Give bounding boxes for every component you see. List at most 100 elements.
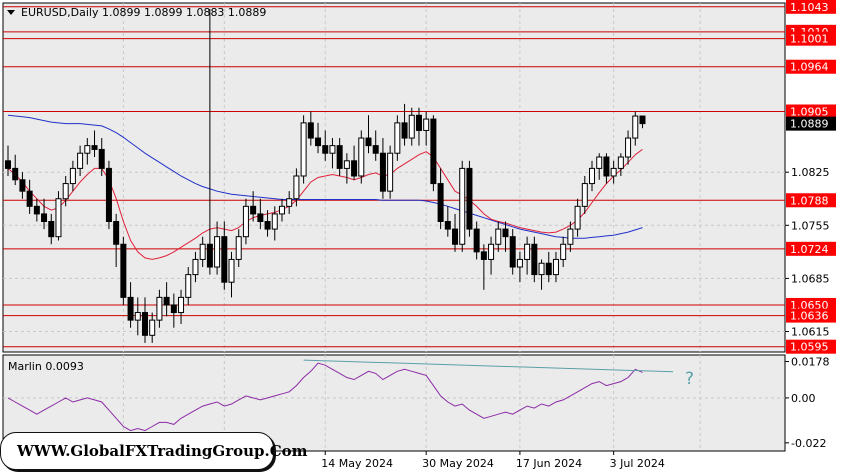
level-badge[interactable] (786, 31, 836, 46)
candle[interactable] (444, 206, 451, 237)
level-badge[interactable] (786, 59, 836, 74)
price-axis[interactable]: 1.0615 1.0685 1.0755 1.0825 0.0178 0.00 -0.022 (785, 166, 830, 450)
candle[interactable] (596, 153, 603, 180)
candle[interactable] (134, 297, 141, 336)
candle[interactable] (257, 198, 264, 230)
candle[interactable] (19, 172, 26, 199)
candle[interactable] (545, 251, 552, 283)
candle[interactable] (394, 115, 401, 161)
candle[interactable] (372, 130, 379, 161)
candle[interactable] (466, 160, 473, 237)
candle[interactable] (351, 145, 358, 180)
candle[interactable] (48, 213, 55, 245)
candle[interactable] (488, 236, 495, 275)
candle[interactable] (156, 289, 163, 328)
candle[interactable] (26, 179, 33, 214)
candle[interactable] (617, 153, 624, 176)
level-badge[interactable] (786, 297, 836, 312)
candle[interactable] (127, 282, 134, 328)
candle[interactable] (5, 145, 11, 176)
candle[interactable] (307, 111, 314, 146)
candle[interactable] (192, 251, 199, 283)
candle[interactable] (336, 138, 343, 176)
candle[interactable] (199, 236, 206, 268)
candle[interactable] (632, 111, 639, 146)
horizontal-levels[interactable]: 1.10431.10101.10011.09641.09051.07881.07… (3, 0, 836, 354)
candle[interactable] (343, 153, 350, 184)
candle[interactable] (423, 111, 430, 146)
candle[interactable] (610, 160, 617, 184)
candle[interactable] (206, 9, 213, 275)
level-badge[interactable] (786, 0, 836, 14)
candle[interactable] (473, 221, 480, 260)
candle[interactable] (264, 210, 271, 237)
candle[interactable] (552, 251, 559, 283)
candle[interactable] (149, 312, 156, 343)
candle[interactable] (228, 251, 235, 298)
candle[interactable] (221, 221, 228, 290)
candle[interactable] (452, 213, 459, 252)
candle[interactable] (524, 236, 531, 275)
level-badge[interactable] (786, 339, 836, 354)
candle[interactable] (639, 115, 646, 129)
candle[interactable] (358, 130, 365, 184)
level-badge[interactable] (786, 241, 836, 256)
candle[interactable] (315, 122, 322, 154)
candle[interactable] (113, 213, 120, 268)
current-price-badge[interactable] (786, 116, 836, 131)
candle[interactable] (12, 154, 19, 186)
candle[interactable] (250, 191, 257, 222)
candle[interactable] (401, 103, 408, 146)
candle[interactable] (41, 198, 48, 230)
candle[interactable] (329, 138, 336, 169)
dropdown-triangle-icon[interactable] (7, 10, 15, 15)
candle[interactable] (214, 221, 221, 275)
candle[interactable] (480, 244, 487, 290)
candle[interactable] (98, 138, 105, 176)
candle[interactable] (33, 198, 40, 222)
candle[interactable] (625, 130, 632, 165)
candle[interactable] (163, 282, 170, 317)
candlesticks[interactable] (5, 9, 646, 343)
candle[interactable] (105, 160, 112, 230)
candle[interactable] (322, 130, 329, 161)
candle[interactable] (77, 145, 84, 176)
candle[interactable] (242, 198, 249, 245)
candle[interactable] (495, 221, 502, 252)
candle[interactable] (286, 191, 293, 214)
candle[interactable] (516, 251, 523, 283)
candle[interactable] (415, 107, 422, 146)
candle[interactable] (55, 191, 62, 241)
candle[interactable] (502, 221, 509, 252)
candle[interactable] (300, 115, 307, 184)
candle[interactable] (603, 153, 610, 184)
candle[interactable] (141, 297, 148, 343)
candle[interactable] (170, 293, 177, 328)
main-panel[interactable] (2, 2, 786, 353)
candle[interactable] (437, 168, 444, 230)
candle[interactable] (69, 160, 76, 192)
candle[interactable] (574, 198, 581, 237)
candle[interactable] (589, 160, 596, 192)
level-badge[interactable] (786, 308, 836, 323)
candle[interactable] (178, 289, 185, 324)
candle[interactable] (408, 107, 415, 146)
candle[interactable] (278, 198, 285, 222)
candle[interactable] (185, 267, 192, 305)
candle[interactable] (567, 221, 574, 252)
candle[interactable] (379, 138, 386, 199)
candle[interactable] (84, 138, 91, 165)
candle[interactable] (120, 236, 127, 305)
candle[interactable] (509, 229, 516, 275)
candle[interactable] (62, 175, 69, 207)
candle[interactable] (293, 168, 300, 207)
candle[interactable] (365, 115, 372, 154)
level-badge[interactable] (786, 104, 836, 119)
candle[interactable] (538, 259, 545, 290)
candle[interactable] (560, 236, 567, 268)
candle[interactable] (459, 160, 466, 252)
level-badge[interactable] (786, 193, 836, 208)
candle[interactable] (271, 206, 278, 241)
candle[interactable] (531, 236, 538, 283)
